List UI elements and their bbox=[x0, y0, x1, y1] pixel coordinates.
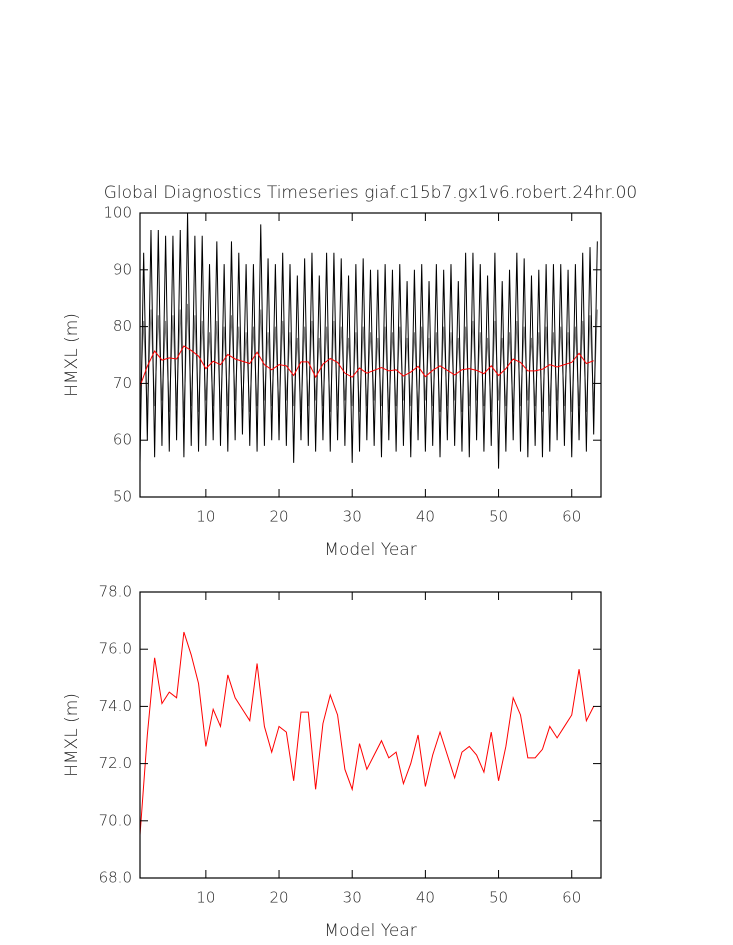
x-tick-label: 10 bbox=[196, 508, 215, 526]
data-line bbox=[139, 631, 595, 836]
y-axis-label: HMXL (m) bbox=[62, 313, 82, 397]
y-tick-label: 74.0 bbox=[99, 697, 132, 715]
x-tick-label: 30 bbox=[343, 889, 362, 907]
chart-title: Global Diagnostics Timeseries giaf.c15b7… bbox=[104, 183, 637, 203]
y-tick-label: 68.0 bbox=[99, 869, 132, 887]
y-axis-label: HMXL (m) bbox=[62, 693, 82, 777]
x-tick-label: 50 bbox=[489, 508, 508, 526]
plot-frame bbox=[139, 591, 602, 879]
y-tick-label: 80 bbox=[113, 317, 132, 335]
y-tick-label: 100 bbox=[103, 204, 132, 222]
x-tick-label: 20 bbox=[269, 508, 288, 526]
x-tick-label: 30 bbox=[343, 508, 362, 526]
x-axis-label: Model Year bbox=[324, 540, 416, 560]
x-tick-label: 50 bbox=[489, 889, 508, 907]
y-tick-label: 78.0 bbox=[99, 583, 132, 601]
y-tick-label: 90 bbox=[113, 260, 132, 278]
x-tick-label: 40 bbox=[416, 889, 435, 907]
y-tick-label: 70 bbox=[113, 374, 132, 392]
x-tick-label: 40 bbox=[416, 508, 435, 526]
y-tick-label: 76.0 bbox=[99, 640, 132, 658]
x-tick-label: 20 bbox=[269, 889, 288, 907]
y-tick-label: 50 bbox=[113, 488, 132, 506]
data-line bbox=[139, 212, 598, 469]
x-tick-label: 60 bbox=[562, 889, 581, 907]
plot-frame bbox=[139, 212, 602, 498]
data-line bbox=[139, 345, 594, 387]
y-tick-label: 70.0 bbox=[99, 811, 132, 829]
y-tick-label: 72.0 bbox=[99, 754, 132, 772]
y-tick-label: 60 bbox=[113, 431, 132, 449]
x-tick-label: 60 bbox=[562, 508, 581, 526]
x-tick-label: 10 bbox=[196, 889, 215, 907]
x-axis-label: Model Year bbox=[324, 921, 416, 941]
